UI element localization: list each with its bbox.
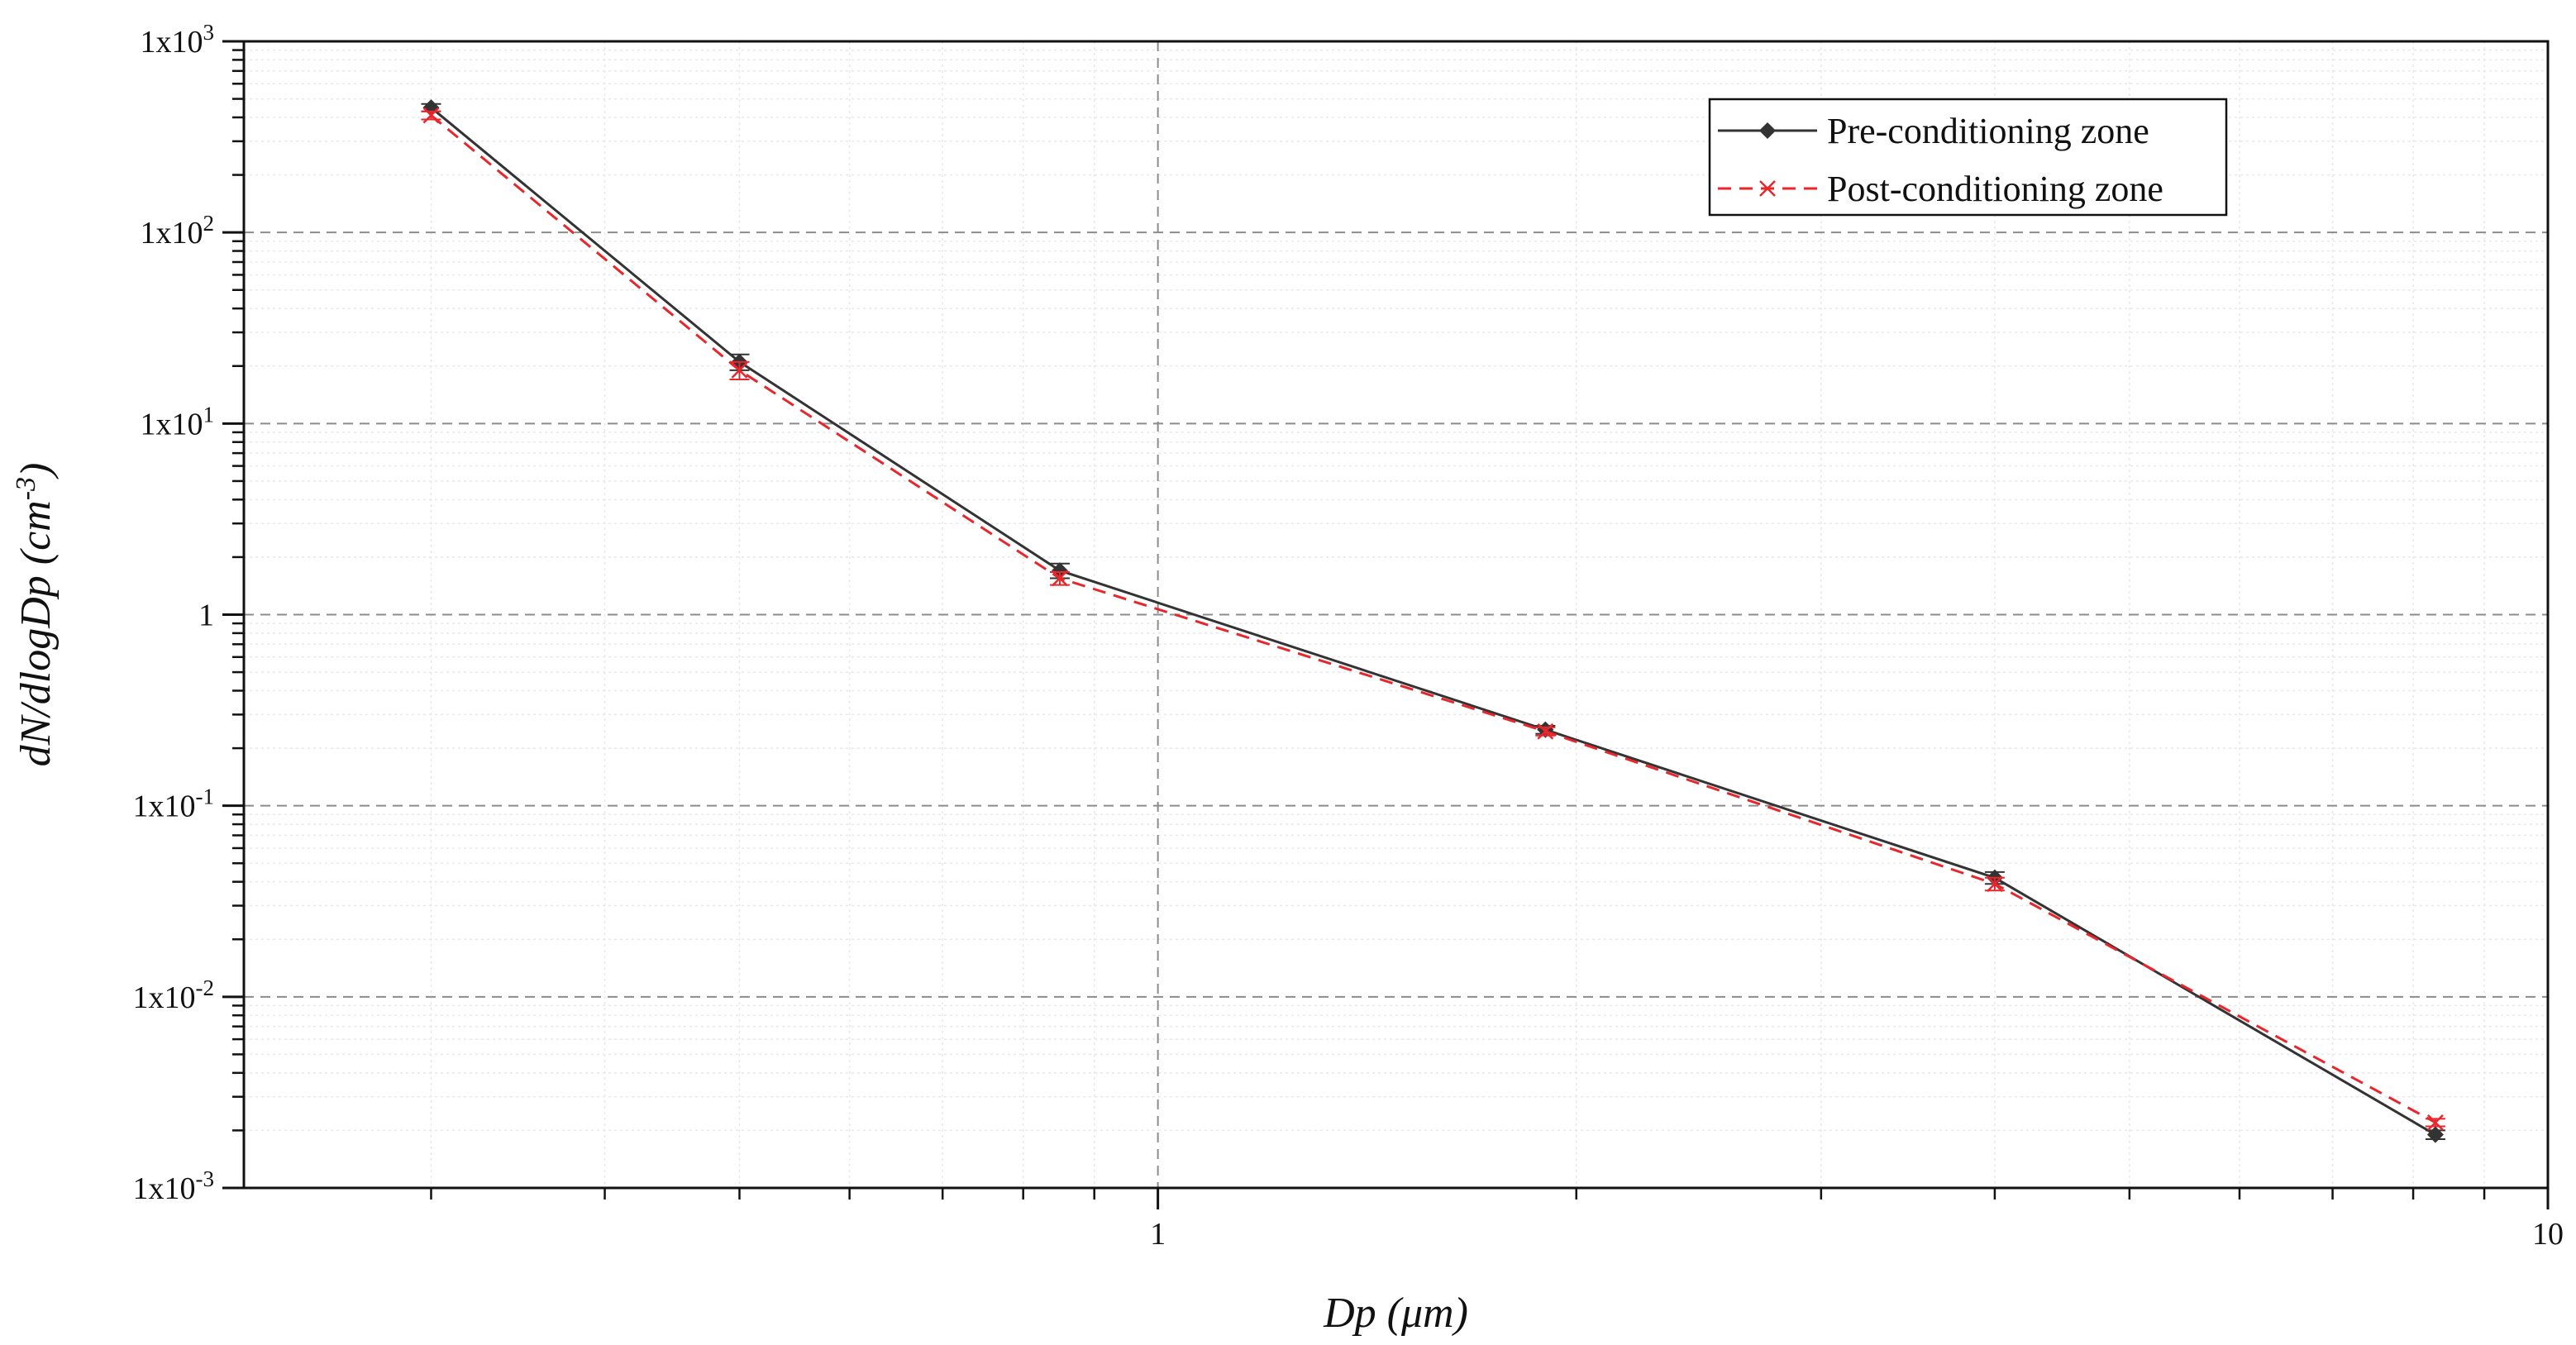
marker-stroke — [1759, 180, 1776, 197]
data-point — [731, 362, 748, 379]
y-tick-label: 1 — [198, 599, 214, 633]
series-pre-conditioning — [421, 99, 2445, 1143]
series-layer — [421, 99, 2445, 1143]
legend-box — [1708, 98, 2228, 217]
x-tick-label: 10 — [2532, 1217, 2564, 1252]
x-axis-title: Dp (μm) — [1323, 1290, 1468, 1337]
marker-stroke — [1052, 570, 1068, 587]
data-point — [1537, 723, 1554, 740]
y-tick-label: 1x102 — [141, 211, 215, 250]
marker-stroke — [731, 362, 748, 379]
y-tick-label: 1x10-1 — [133, 785, 215, 824]
y-axis-title: dN/dlogDp (cm-3) — [11, 463, 60, 767]
series-post-conditioning — [421, 107, 2445, 1131]
legend-label: Post-conditioning zone — [1827, 169, 2163, 209]
marker-stroke — [2427, 1114, 2444, 1131]
y-tick-label: 1x10-2 — [133, 975, 215, 1015]
legend-marker — [1758, 122, 1777, 140]
y-tick-label: 1x10-3 — [133, 1166, 215, 1206]
series-line-pre-conditioning — [430, 107, 2436, 1136]
data-point — [422, 107, 440, 124]
marker-stroke — [1987, 875, 2003, 893]
axes: 1 10 1x10-3 1x10-2 1x10-1 1 1x101 1x102 1x103 — [133, 20, 2564, 1252]
y-tick-label: 1x103 — [141, 20, 215, 60]
marker-stroke — [422, 107, 440, 124]
y-tick-label: 1x101 — [141, 402, 215, 441]
legend-label: Pre-conditioning zone — [1827, 111, 2149, 151]
data-point — [2426, 1126, 2445, 1143]
data-point — [2427, 1114, 2444, 1131]
legend-item-post-conditioning: Post-conditioning zone — [1718, 169, 2163, 209]
legend: Pre-conditioning zone Post-conditioning z… — [1708, 98, 2228, 217]
x-tick-label: 1 — [1150, 1217, 1166, 1252]
data-point — [1052, 570, 1068, 587]
data-point — [1987, 875, 2003, 893]
legend-marker — [1759, 180, 1776, 197]
grid — [244, 41, 2548, 1188]
marker-stroke — [1537, 723, 1554, 740]
series-line-post-conditioning — [430, 114, 2436, 1124]
legend-item-pre-conditioning: Pre-conditioning zone — [1718, 111, 2149, 151]
